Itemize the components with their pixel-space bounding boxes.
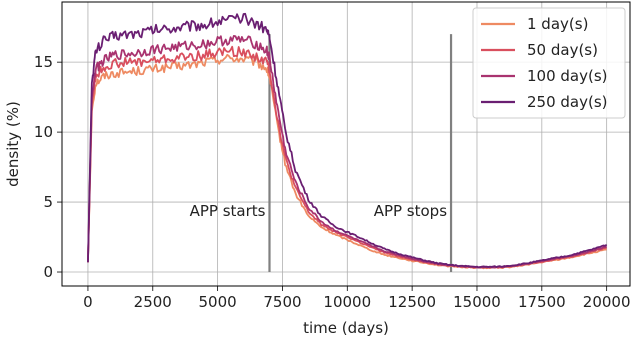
annotations: APP starts APP stops [190, 202, 448, 220]
legend-entry-label: 1 day(s) [527, 15, 588, 33]
x-tick-label: 17500 [518, 293, 566, 311]
legend-entry-label: 250 day(s) [527, 93, 608, 111]
x-tick-label: 2500 [134, 293, 172, 311]
x-tick-label: 12500 [388, 293, 436, 311]
y-axis-label: density (%) [4, 101, 22, 187]
event-markers [268, 34, 453, 273]
annotation-label: APP stops [374, 202, 448, 220]
y-tick-label: 15 [34, 53, 53, 71]
series-line [87, 12, 608, 269]
x-tick-label: 5000 [199, 293, 237, 311]
series-lines [87, 12, 608, 270]
x-tick-label: 7500 [263, 293, 301, 311]
x-tick-label: 10000 [323, 293, 371, 311]
x-tick-label: 15000 [453, 293, 501, 311]
legend-entry-label: 50 day(s) [527, 41, 598, 59]
y-tick-label: 0 [43, 263, 53, 281]
y-tick-label: 5 [43, 193, 53, 211]
x-tick-label: 0 [83, 293, 93, 311]
axis-ticks: 0 2500 5000 7500 10000 12500 15000 17500 20000 0 5… [34, 53, 631, 311]
annotation-label: APP starts [190, 202, 266, 220]
plot-frame [61, 1, 631, 287]
legend-box [472, 7, 626, 119]
y-tick-label: 10 [34, 123, 53, 141]
legend-entry-label: 100 day(s) [527, 67, 608, 85]
x-tick-label: 20000 [583, 293, 631, 311]
legend: 1 day(s) 50 day(s) 100 day(s) 250 day(s) [472, 7, 626, 119]
x-axis-label: time (days) [303, 319, 389, 337]
